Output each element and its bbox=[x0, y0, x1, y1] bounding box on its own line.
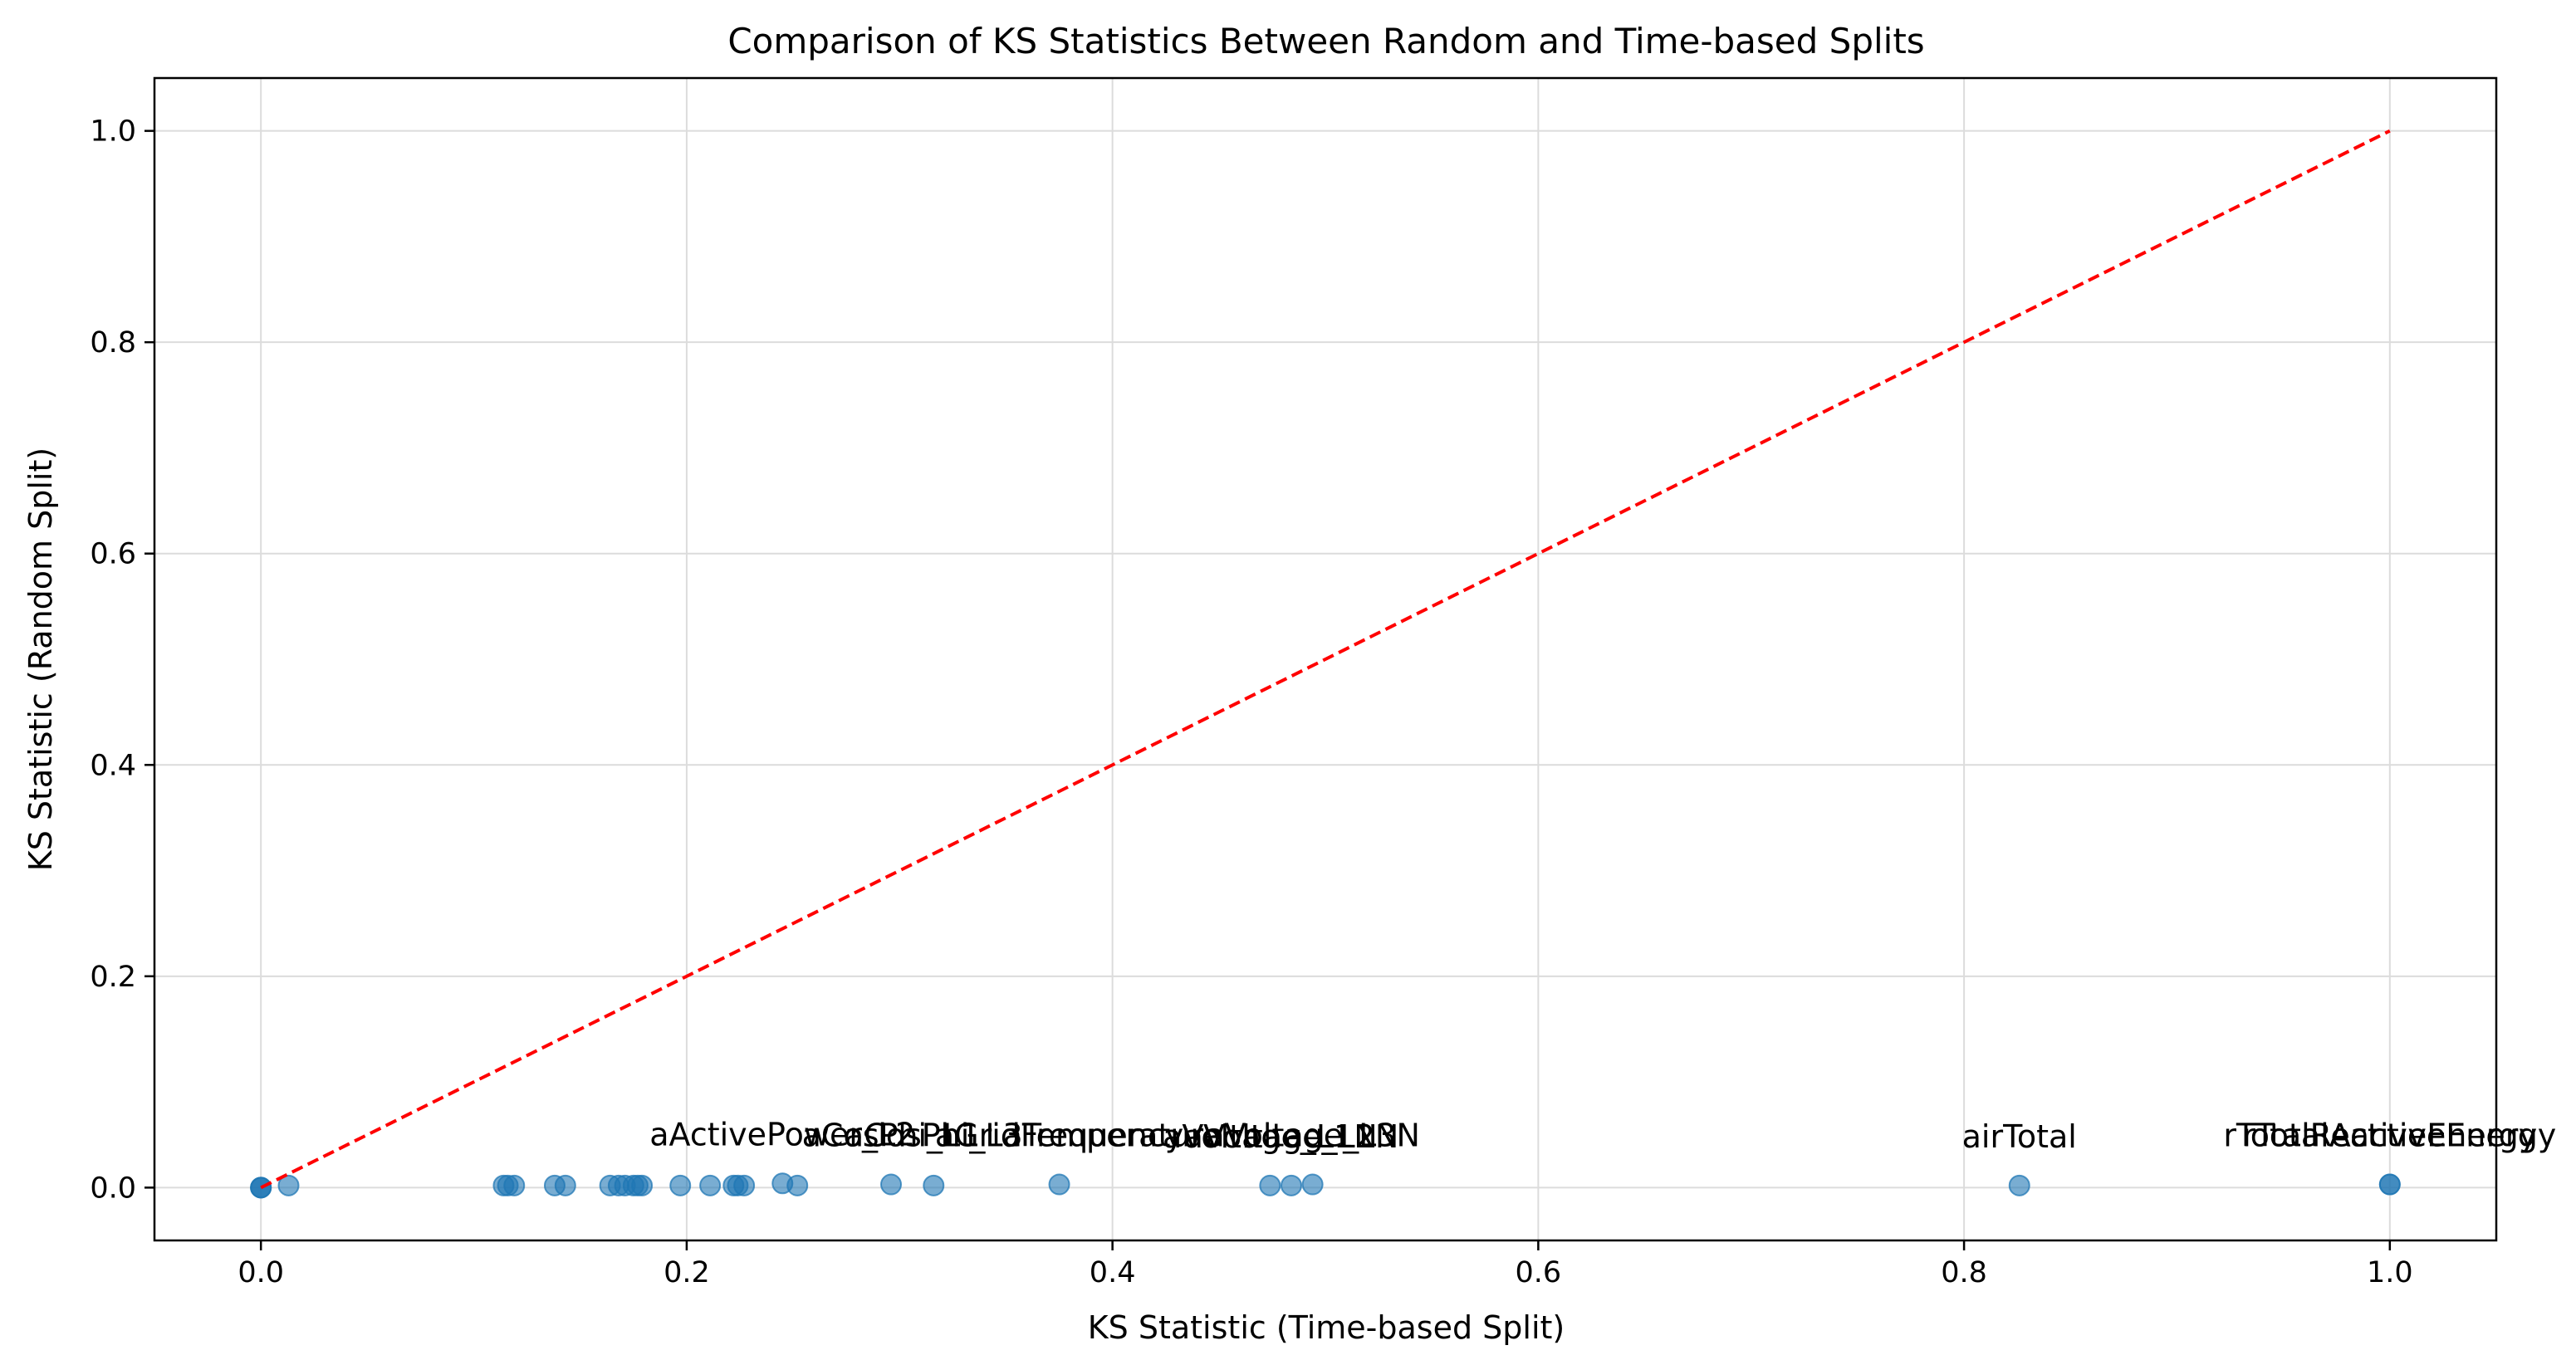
point-annotation: rTotalActiveEnergy bbox=[2242, 1118, 2537, 1154]
point-annotation: aGridFrequency bbox=[935, 1118, 1183, 1154]
point-annotation: aVoltage_L3N bbox=[1205, 1118, 1420, 1154]
data-point bbox=[733, 1174, 756, 1196]
y-tick-label: 0.6 bbox=[90, 538, 136, 571]
data-point bbox=[631, 1174, 654, 1196]
plot-frame bbox=[153, 76, 2498, 1242]
data-point bbox=[2008, 1174, 2030, 1196]
point-annotation: aTemperature bbox=[1003, 1118, 1222, 1154]
x-tick-label: 0.2 bbox=[664, 1256, 710, 1289]
point-annotation: aVoltage_L1N bbox=[1163, 1118, 1378, 1155]
point-annotation: airTotal bbox=[1962, 1118, 2077, 1155]
data-point bbox=[277, 1174, 300, 1196]
y-tick-label: 0.2 bbox=[90, 961, 136, 994]
data-point bbox=[923, 1174, 945, 1196]
x-tick-label: 1.0 bbox=[2367, 1256, 2413, 1289]
point-annotation: rTotalReactiveEnergy bbox=[2223, 1118, 2556, 1154]
data-point bbox=[880, 1173, 903, 1196]
point-annotation: aActivePower_L2 bbox=[649, 1116, 915, 1152]
y-axis-ticks: 0.0 0.2 0.4 0.6 0.8 1.0 bbox=[90, 115, 154, 1205]
data-point bbox=[2378, 1173, 2401, 1196]
data-point bbox=[1301, 1173, 1324, 1196]
reference-line-group bbox=[260, 129, 2391, 1190]
x-tick-label: 0.6 bbox=[1516, 1256, 1562, 1289]
chart-title: Comparison of KS Statistics Between Rand… bbox=[727, 21, 1924, 61]
y-tick-label: 0.4 bbox=[90, 749, 136, 782]
point-annotation: aVoltage_L2N bbox=[1184, 1118, 1399, 1155]
data-point bbox=[503, 1174, 526, 1196]
point-annotation: aCosPhi_L1 bbox=[802, 1118, 981, 1154]
y-tick-label: 0.0 bbox=[90, 1172, 136, 1205]
x-tick-label: 0.0 bbox=[238, 1256, 284, 1289]
data-point bbox=[699, 1174, 722, 1196]
x-axis-ticks: 0.0 0.2 0.4 0.6 0.8 1.0 bbox=[238, 1240, 2413, 1289]
point-annotation: aCosPhi_L3 bbox=[845, 1118, 1023, 1154]
data-points bbox=[250, 1172, 2401, 1199]
y-axis-label: KS Statistic (Random Split) bbox=[22, 448, 59, 871]
point-annotations: aActivePower_L2aCosPhi_L1aCosPhi_L3aGrid… bbox=[649, 1116, 2556, 1155]
data-point bbox=[1280, 1174, 1302, 1196]
x-tick-label: 0.4 bbox=[1090, 1256, 1136, 1289]
data-point bbox=[1048, 1173, 1070, 1196]
y-tick-label: 1.0 bbox=[90, 115, 136, 149]
y-tick-label: 0.8 bbox=[90, 326, 136, 360]
reference-line bbox=[260, 129, 2391, 1190]
x-axis-label: KS Statistic (Time-based Split) bbox=[1088, 1309, 1565, 1346]
data-point bbox=[669, 1174, 692, 1196]
data-point bbox=[1259, 1174, 1281, 1196]
data-point bbox=[554, 1174, 576, 1196]
x-tick-label: 0.8 bbox=[1941, 1256, 1987, 1289]
data-point bbox=[786, 1174, 809, 1196]
